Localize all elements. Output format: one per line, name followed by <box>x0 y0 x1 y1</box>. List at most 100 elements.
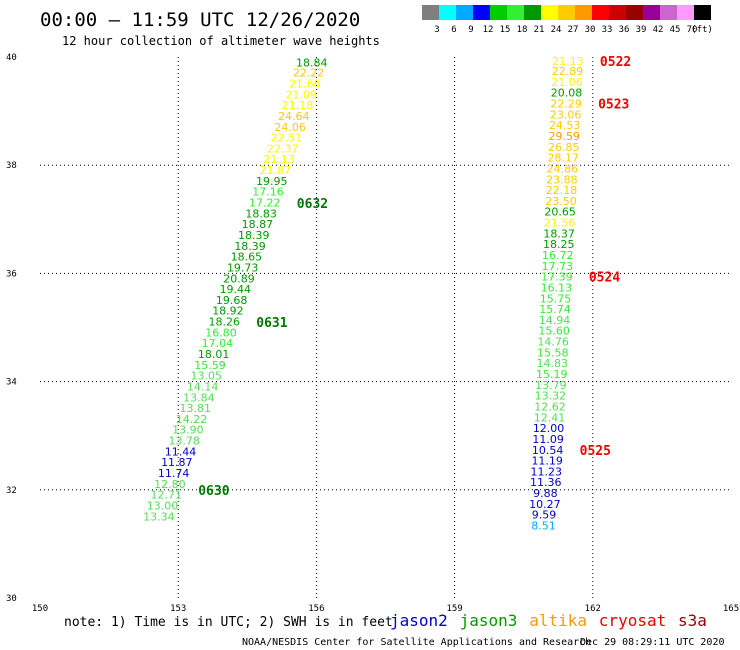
wave-height-point: 18.84 <box>296 56 328 69</box>
track-time-label: 0523 <box>598 98 629 113</box>
wave-height-point: 12.00 <box>533 422 565 435</box>
wave-height-point: 18.87 <box>242 218 274 231</box>
wave-height-point: 21.13 <box>263 153 295 166</box>
wave-height-point: 15.58 <box>537 346 569 359</box>
color-scale-label: 45 <box>670 25 681 35</box>
wave-height-point: 11.23 <box>531 465 563 478</box>
wave-height-point: 18.01 <box>198 348 230 361</box>
wave-height-point: 11.36 <box>530 476 562 489</box>
wave-height-point: 23.06 <box>550 108 582 121</box>
altimeter-tracks: 18.8422.2221.6621.0921.1824.6424.0622.51… <box>143 55 631 533</box>
axis-tick-labels: 150 153 156 159 162 165 30 32 34 36 38 40 <box>6 53 739 614</box>
wave-height-point: 20.08 <box>551 87 583 100</box>
y-tick-label: 38 <box>6 161 17 171</box>
chart-subtitle: 12 hour collection of altimeter wave hei… <box>62 34 380 48</box>
color-scale-swatch <box>524 5 541 20</box>
wave-height-point: 20.89 <box>223 272 255 285</box>
wave-height-point: 13.90 <box>172 424 204 437</box>
wave-height-point: 21.13 <box>552 55 584 68</box>
wave-height-point: 22.37 <box>267 142 299 155</box>
wave-height-point: 17.04 <box>202 337 234 350</box>
wave-height-point: 21.18 <box>282 99 314 112</box>
wave-height-point: 14.14 <box>187 380 219 393</box>
color-scale-swatch <box>507 5 524 20</box>
wave-height-point: 17.73 <box>542 260 574 273</box>
wave-height-point: 19.68 <box>216 294 248 307</box>
wave-height-point: 12.71 <box>150 489 182 502</box>
color-scale-label: 21 <box>534 25 545 35</box>
wave-height-point: 14.94 <box>539 314 571 327</box>
y-tick-label: 34 <box>6 378 17 388</box>
color-scale-swatch <box>592 5 609 20</box>
wave-height-point: 12.62 <box>534 400 566 413</box>
footer-note: note: 1) Time is in UTC; 2) SWH is in fe… <box>64 615 393 630</box>
wave-height-point: 11.44 <box>165 445 197 458</box>
wave-height-point: 18.37 <box>543 227 575 240</box>
wave-height-point: 23.50 <box>545 195 577 208</box>
wave-height-point: 11.09 <box>532 433 564 446</box>
wave-height-point: 15.60 <box>538 325 570 338</box>
satellite-legend: jason2 jason3 altika cryosat s3a <box>390 611 707 630</box>
wave-height-point: 21.66 <box>289 78 321 91</box>
color-scale-label: 27 <box>568 25 579 35</box>
x-tick-label: 156 <box>308 604 324 614</box>
wave-height-point: 24.64 <box>278 110 310 123</box>
y-tick-label: 40 <box>6 53 17 63</box>
wave-height-point: 8.51 <box>531 520 556 533</box>
x-tick-label: 153 <box>170 604 186 614</box>
wave-height-point: 21.06 <box>551 76 583 89</box>
wave-height-point: 18.25 <box>543 238 575 251</box>
color-scale-label: (ft) <box>691 25 713 35</box>
wave-height-point: 19.44 <box>220 283 252 296</box>
wave-height-point: 11.74 <box>158 467 190 480</box>
color-scale-label: 3 <box>434 25 439 35</box>
wave-height-point: 22.22 <box>293 67 325 80</box>
wave-height-point: 21.87 <box>260 164 292 177</box>
color-scale-label: 39 <box>636 25 647 35</box>
color-scale-label: 18 <box>517 25 528 35</box>
wave-height-point: 24.53 <box>549 119 581 132</box>
wave-height-point: 22.89 <box>552 65 584 78</box>
wave-height-point: 21.56 <box>544 217 576 230</box>
color-scale-swatch <box>439 5 456 20</box>
wave-height-point: 18.92 <box>212 305 244 318</box>
track-time-label: 0632 <box>297 197 328 212</box>
wave-height-point: 16.80 <box>205 326 237 339</box>
wave-height-point: 9.88 <box>533 487 558 500</box>
wave-height-point: 13.34 <box>143 510 175 523</box>
wave-height-point: 17.16 <box>252 186 284 199</box>
footer-timestamp: Dec 29 08:29:11 UTC 2020 <box>580 637 725 648</box>
wave-height-point: 19.73 <box>227 261 259 274</box>
wave-height-point: 13.84 <box>183 391 215 404</box>
color-scale-swatch <box>456 5 473 20</box>
wave-height-point: 17.22 <box>249 197 281 210</box>
track-time-label: 0631 <box>256 316 287 331</box>
wave-height-point: 14.83 <box>537 357 569 370</box>
x-tick-label: 150 <box>32 604 48 614</box>
footer-credit: NOAA/NESDIS Center for Satellite Applica… <box>242 637 591 648</box>
color-scale-label: 30 <box>585 25 596 35</box>
track-time-label: 0525 <box>580 444 611 459</box>
color-scale-label: 24 <box>551 25 562 35</box>
color-scale-label: 15 <box>500 25 511 35</box>
wave-height-point: 24.86 <box>547 162 579 175</box>
wave-height-point: 18.65 <box>231 251 263 264</box>
y-tick-label: 32 <box>6 486 17 496</box>
y-tick-label: 30 <box>6 594 17 604</box>
wave-height-point: 23.88 <box>546 173 578 186</box>
wave-height-point: 16.13 <box>541 281 573 294</box>
y-tick-label: 36 <box>6 269 17 279</box>
wave-height-point: 20.65 <box>544 206 576 219</box>
wave-height-point: 10.54 <box>532 444 564 457</box>
wave-height-point: 24.06 <box>274 121 306 134</box>
wave-height-point: 22.51 <box>271 132 303 145</box>
wave-height-point: 13.00 <box>147 499 179 512</box>
legend-item-altika: altika <box>529 611 587 630</box>
legend-item-jason2: jason2 <box>390 611 448 630</box>
color-scale-swatch <box>643 5 660 20</box>
color-scale-swatch <box>558 5 575 20</box>
x-tick-label: 165 <box>723 604 739 614</box>
color-scale-swatch <box>422 5 439 20</box>
wave-height-point: 22.29 <box>550 98 582 111</box>
chart-title: 00:00 – 11:59 UTC 12/26/2020 <box>40 9 360 31</box>
